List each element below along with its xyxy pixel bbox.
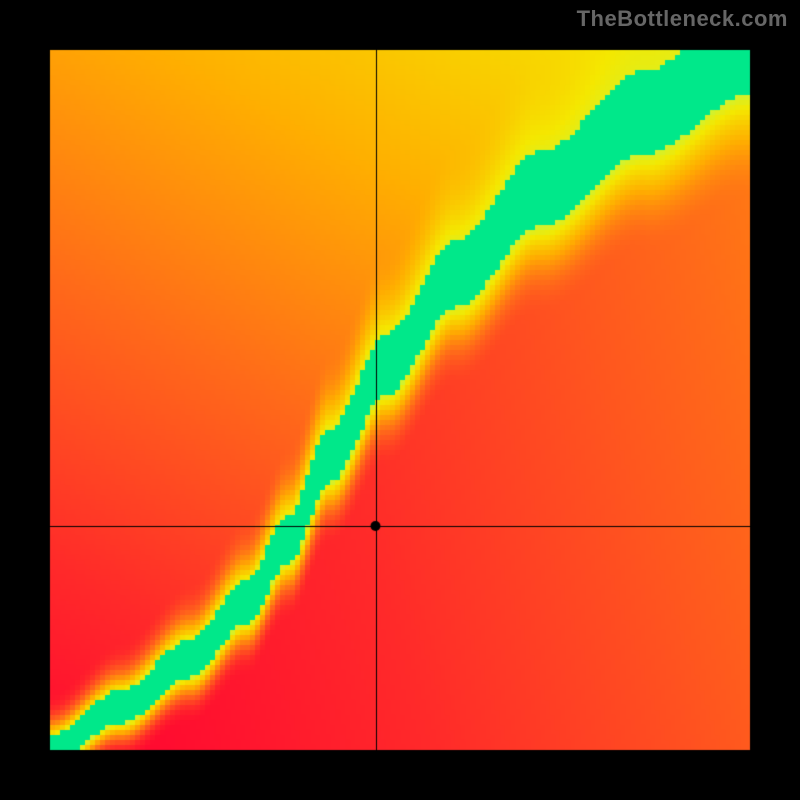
watermark-text: TheBottleneck.com (577, 6, 788, 32)
bottleneck-heatmap (0, 0, 800, 800)
